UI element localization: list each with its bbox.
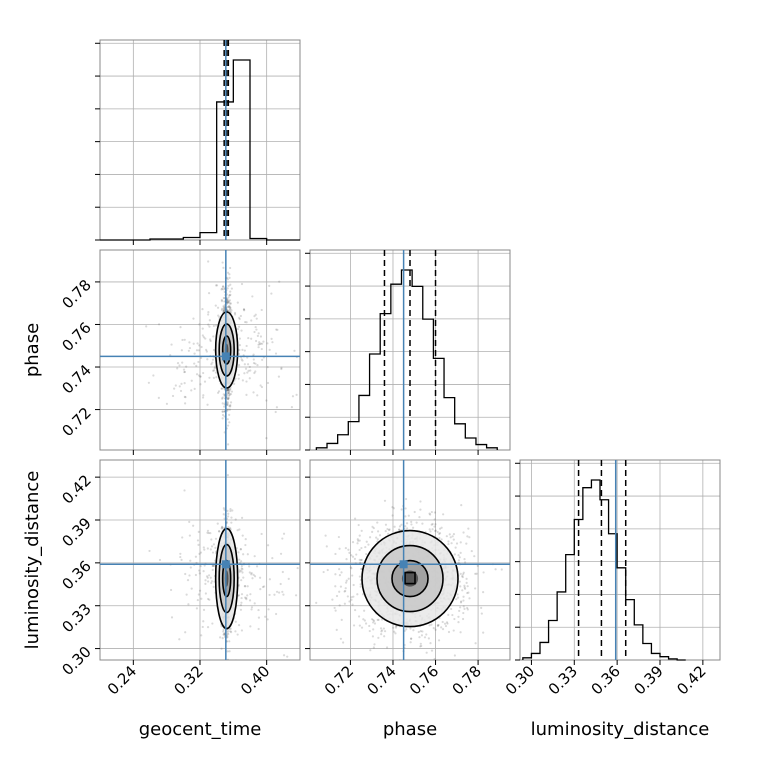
density-contour (218, 323, 235, 377)
density-contour (218, 543, 235, 614)
x-tick-label: 0.74 (363, 662, 399, 698)
x-tick-label: 0.76 (406, 662, 442, 698)
y-tick-label: 0.33 (58, 600, 94, 636)
histogram-step (315, 269, 498, 450)
scatter-geocent-time-vs-phase: 0.72 0.74 0.76 0.78 (58, 249, 301, 455)
xlabel-luminosity-distance: luminosity_distance (531, 719, 710, 740)
histogram-phase (305, 249, 511, 455)
density-contour (404, 571, 416, 585)
x-tick-label: 0.33 (545, 662, 581, 698)
x-tick-label: 0.42 (673, 662, 709, 698)
truth-marker (399, 560, 408, 569)
truth-marker (221, 352, 230, 361)
y-tick-label: 0.39 (58, 514, 94, 550)
y-tick-label: 0.78 (58, 276, 94, 312)
xlabel-geocent-time: geocent_time (139, 719, 262, 740)
y-tick-label: 0.72 (58, 404, 94, 440)
x-tick-label: 0.36 (588, 662, 624, 698)
x-tick-label: 0.72 (321, 662, 357, 698)
density-contour (391, 559, 429, 598)
x-tick-label: 0.24 (104, 662, 140, 698)
x-tick-label: 0.78 (449, 662, 485, 698)
density-contour (214, 527, 239, 630)
histogram-step (100, 59, 300, 241)
xlabel-phase: phase (383, 719, 437, 740)
density-contour (361, 529, 459, 628)
y-tick-label: 0.30 (58, 643, 94, 679)
y-tick-label: 0.42 (58, 471, 94, 507)
ylabel-phase: phase (22, 323, 43, 377)
density-contour (214, 311, 239, 389)
density-contour (221, 335, 232, 365)
x-tick-label: 0.30 (502, 662, 538, 698)
ylabel-luminosity-distance: luminosity_distance (22, 471, 43, 650)
histogram-geocent-time (95, 39, 301, 245)
x-tick-label: 0.39 (630, 662, 666, 698)
truth-marker (221, 560, 230, 569)
y-tick-label: 0.74 (58, 361, 94, 397)
density-contour (376, 544, 444, 613)
histogram-step (522, 479, 686, 661)
scatter-geocent-time-vs-luminosity-distance: 0.24 0.32 0.40 0.30 0.33 0.36 0.39 0.42 (58, 459, 301, 698)
x-tick-label: 0.40 (237, 662, 273, 698)
scatter-phase-vs-luminosity-distance: 0.72 0.74 0.76 0.78 (305, 459, 511, 698)
y-tick-label: 0.36 (58, 557, 94, 593)
histogram-luminosity-distance: 0.30 0.33 0.36 0.39 0.42 (502, 459, 721, 698)
y-tick-label: 0.76 (58, 319, 94, 355)
x-tick-label: 0.32 (170, 662, 206, 698)
